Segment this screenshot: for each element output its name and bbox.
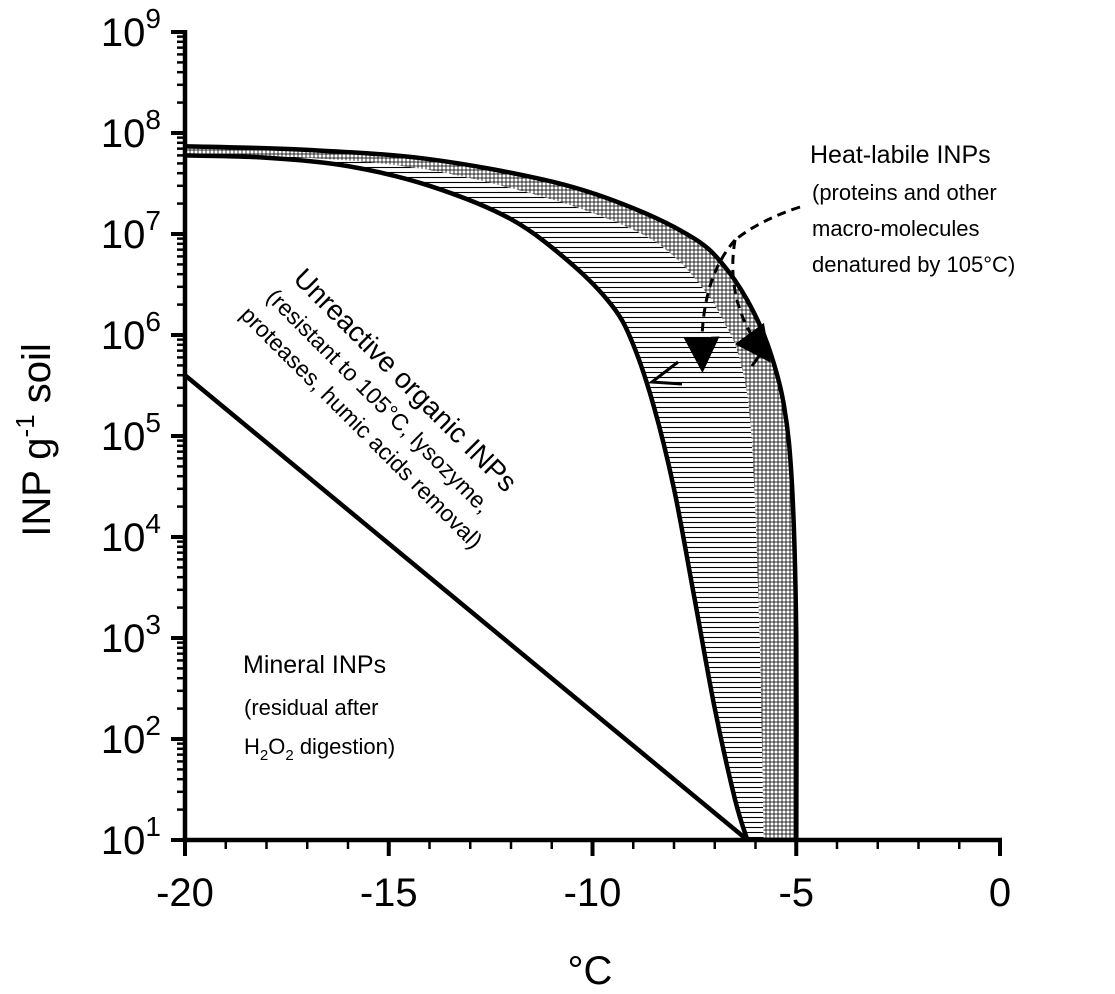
heat-labile-line-2: macro-molecules — [812, 216, 980, 241]
y-tick-label: 109 — [101, 3, 161, 55]
bracket-left-marker — [647, 360, 683, 386]
mineral-line-1: (residual after — [244, 695, 379, 720]
x-axis-title: °C — [568, 949, 613, 993]
y-tick-label: 106 — [101, 306, 161, 358]
arrow-to-unreactive-boundary — [683, 239, 737, 373]
mineral-annotation: Mineral INPs (residual after H2O2 digest… — [243, 651, 395, 764]
unreactive-annotation: Unreactive organic INPs (resistant to 10… — [235, 262, 523, 553]
x-tick-label: -10 — [564, 871, 622, 915]
y-tick-label: 108 — [101, 104, 161, 156]
y-tick-label: 107 — [101, 205, 161, 257]
heat-labile-upper-line — [184, 143, 799, 841]
y-tick-label: 105 — [101, 407, 161, 459]
unreactive-organic-line — [184, 153, 750, 841]
axes: 101 102 103 104 105 106 107 108 109 -20 -15 -10 -5 0 — [101, 3, 1011, 915]
mineral-line — [183, 373, 749, 842]
y-axis-title: INP g-1 soil — [10, 343, 59, 537]
y-tick-label: 102 — [101, 710, 161, 762]
heat-labile-annotation: Heat-labile INPs (proteins and other mac… — [647, 141, 1015, 386]
x-tick-label: 0 — [989, 871, 1011, 915]
heat-labile-line-3: denatured by 105°C) — [812, 252, 1015, 277]
mineral-line-2: H2O2 digestion) — [244, 734, 395, 764]
unreactive-line-1: (resistant to 105°C, lysozyme, — [262, 284, 497, 519]
y-tick-label: 104 — [101, 508, 161, 560]
heat-labile-dashed-connector — [734, 205, 801, 242]
x-tick-label: -5 — [778, 871, 814, 915]
y-tick-label: 101 — [101, 811, 161, 863]
mineral-title: Mineral INPs — [243, 651, 386, 679]
bracket-right-marker — [739, 340, 769, 367]
heat-labile-title: Heat-labile INPs — [810, 141, 991, 169]
heat-labile-line-1: (proteins and other — [812, 180, 997, 205]
x-tick-label: -15 — [360, 871, 418, 915]
y-tick-label: 103 — [101, 609, 161, 661]
x-tick-label: -20 — [156, 871, 214, 915]
